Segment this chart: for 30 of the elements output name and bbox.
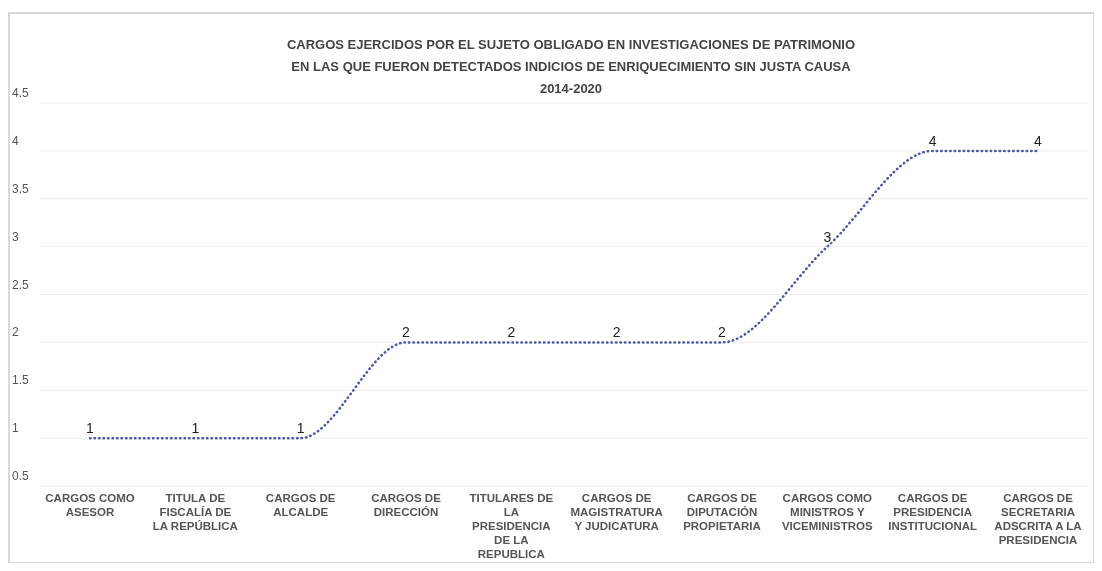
data-label: 4 [1034, 132, 1043, 149]
data-label: 2 [718, 324, 727, 341]
data-label: 1 [86, 420, 95, 437]
y-tick-label: 3.5 [12, 181, 30, 196]
x-tick-label: CARGOS DE DIRECCIÓN [371, 492, 442, 518]
y-tick-label: 2 [12, 325, 19, 340]
chart-title: CARGOS EJERCIDOS POR EL SUJETO OBLIGADO EN INVESTIGACIONES DE PATRIMONIO EN LAS QUE FUERON DETECTADOS INDICIOS DE ENRIQUECIMIENTO SIN JUSTA CAUSA 2014-2020 [286, 37, 856, 96]
x-tick-label: CARGOS DE SECRETARIA ADSCRITA A LA PRESIDENCIA [994, 492, 1082, 546]
y-tick-label: 4.5 [12, 86, 30, 100]
x-tick-label: TITULARES DE LA PRESIDENCIA DE LA REPUBLICA [469, 492, 554, 560]
data-label: 2 [612, 324, 621, 341]
data-label: 1 [191, 420, 200, 437]
x-tick-label: CARGOS COMO MINISTROS Y VICEMINISTROS [781, 492, 874, 532]
x-tick-label: CARGOS DE ALCALDE [265, 492, 336, 518]
data-label: 4 [928, 132, 937, 149]
y-tick-label: 4 [12, 133, 19, 148]
data-label: 2 [402, 324, 411, 341]
x-tick-label: CARGOS COMO ASESOR [45, 492, 135, 518]
y-tick-label: 3 [12, 229, 19, 244]
y-tick-label: 1.5 [12, 373, 30, 388]
data-label: 1 [296, 420, 305, 437]
x-tick-label: CARGOS DE PRESIDENCIA INSTITUCIONAL [888, 492, 978, 532]
y-tick-label: 0.5 [12, 469, 30, 483]
y-tick-label: 1 [12, 421, 19, 436]
y-tick-label: 2.5 [12, 277, 30, 292]
x-tick-label: CARGOS DE DIPUTACIÓN PROPIETARIA [683, 492, 761, 532]
x-tick-label: CARGOS DE MAGISTRATURA Y JUDICATURA [570, 492, 663, 532]
x-tick-label: TITULA DE FISCALÍA DE LA REPÚBLICA [152, 492, 238, 532]
data-label: 2 [507, 324, 516, 341]
data-label: 3 [823, 228, 832, 245]
